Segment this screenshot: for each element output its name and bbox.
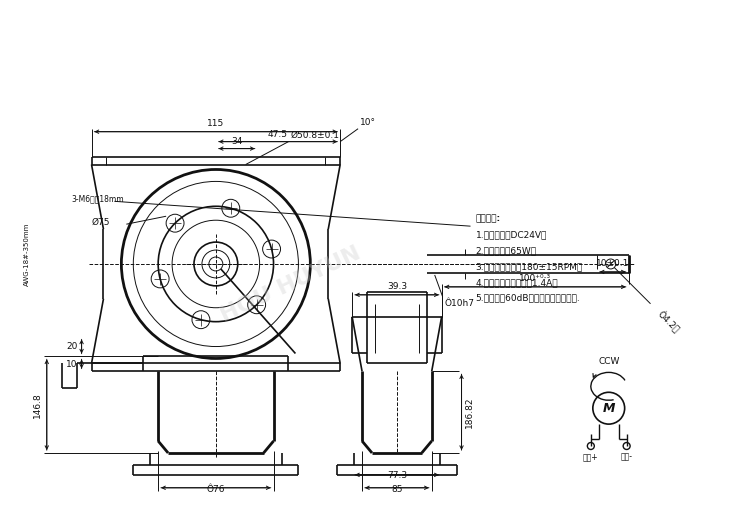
Text: 20: 20 (66, 342, 77, 351)
Text: 77.3: 77.3 (387, 471, 407, 480)
Text: 186.82: 186.82 (464, 397, 473, 428)
Text: 100⁺⁰⋅³: 100⁺⁰⋅³ (519, 274, 551, 283)
Text: 10±0.1: 10±0.1 (596, 259, 629, 268)
Text: 1.额定电压：DC24V；: 1.额定电压：DC24V； (476, 230, 547, 239)
Text: AWG-18#-350mm: AWG-18#-350mm (24, 222, 30, 286)
Text: 黑色-: 黑色- (621, 452, 633, 461)
Text: Ô10h7: Ô10h7 (445, 299, 475, 308)
Text: 10°: 10° (360, 118, 376, 127)
Text: 3.输出空载转速：180±15RPM；: 3.输出空载转速：180±15RPM； (476, 262, 583, 271)
Text: 3-M6丝深18mm: 3-M6丝深18mm (72, 195, 124, 204)
Text: 4.空载电流：小于等于1.4A；: 4.空载电流：小于等于1.4A； (476, 278, 558, 287)
Text: 39.3: 39.3 (387, 282, 407, 291)
Text: Ø75: Ø75 (92, 217, 110, 227)
Text: M: M (602, 402, 615, 415)
Text: HOU HUYUN: HOU HUYUN (217, 242, 364, 325)
Text: 34: 34 (231, 136, 242, 146)
Text: Ô76: Ô76 (206, 485, 225, 494)
Text: 2.额定功率：65W；: 2.额定功率：65W； (476, 246, 536, 255)
Text: 技术要求:: 技术要求: (476, 214, 500, 223)
Text: Ø50.8±0.1: Ø50.8±0.1 (290, 131, 340, 140)
Text: CCW: CCW (598, 358, 619, 366)
Text: 115: 115 (207, 119, 224, 128)
Text: 5.噪音小于60dB，并无明显异常噪音.: 5.噪音小于60dB，并无明显异常噪音. (476, 294, 580, 303)
Text: 红色+: 红色+ (583, 452, 598, 461)
Text: 10: 10 (66, 360, 77, 369)
Text: 47.5: 47.5 (268, 130, 288, 139)
Text: 146.8: 146.8 (33, 392, 42, 418)
Text: Ô4.2通: Ô4.2通 (656, 309, 682, 335)
Text: 85: 85 (392, 485, 403, 494)
